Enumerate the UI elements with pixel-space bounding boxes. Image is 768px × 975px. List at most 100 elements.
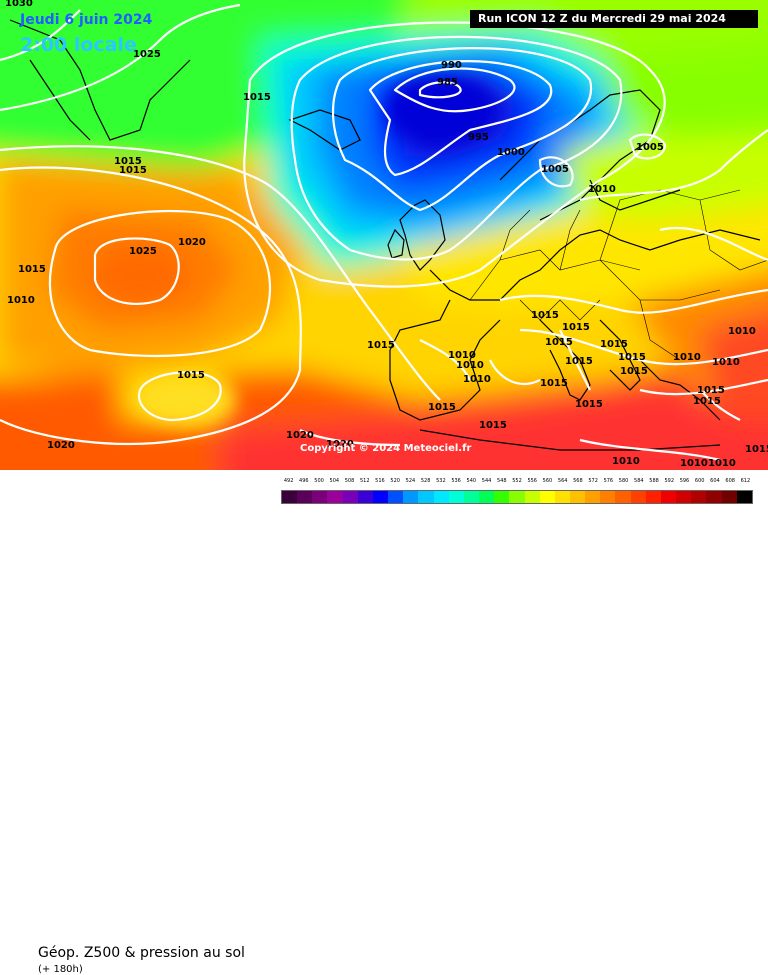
- isobar-label: 1010: [712, 357, 740, 368]
- scale-swatch: [418, 491, 434, 503]
- z500-color-field: [0, 0, 768, 470]
- isobar-label: 1015: [565, 356, 593, 367]
- isobar-label: 1020: [286, 430, 314, 441]
- scale-label: 496: [299, 478, 309, 484]
- isobar-label: 1015: [620, 366, 648, 377]
- forecast-lead: (+ 180h): [38, 964, 83, 975]
- scale-swatch: [585, 491, 601, 503]
- isobar-label: 1015: [745, 444, 768, 455]
- scale-swatch: [554, 491, 570, 503]
- scale-label: 508: [344, 478, 355, 484]
- scale-label: 520: [390, 478, 400, 484]
- isobar-label: 1015: [428, 402, 456, 413]
- isobar-label: 1015: [697, 385, 725, 396]
- isobar-label: 1015: [618, 352, 646, 363]
- color-scale: 492 496 500 504 508 512 516 520 524 528 532 536 540 5…: [281, 478, 753, 506]
- isobar-label: 995: [468, 132, 489, 143]
- isobar-label: 990: [441, 60, 462, 71]
- scale-swatch: [600, 491, 616, 503]
- scale-swatch: [524, 491, 540, 503]
- scale-label: 536: [451, 478, 461, 484]
- scale-swatch: [721, 491, 737, 503]
- isobar-label: 1010: [728, 326, 756, 337]
- scale-swatch: [372, 491, 389, 503]
- scale-label: 608: [725, 478, 735, 484]
- forecast-time: 2:00 locale: [20, 34, 137, 56]
- isobar-label: 1005: [541, 164, 569, 175]
- scale-swatch: [660, 491, 677, 503]
- scale-swatch: [539, 491, 555, 503]
- scale-label: 584: [634, 478, 644, 484]
- weather-map: 1030 1025 1015 1015 1015 990 985 995 100…: [0, 0, 768, 470]
- scale-label: 512: [359, 478, 370, 484]
- color-scale-labels: 492 496 500 504 508 512 516 520 524 528 532 536 540 5…: [281, 478, 753, 488]
- color-scale-bar: [281, 490, 753, 504]
- scale-label: 524: [405, 478, 416, 484]
- isobar-label: 1015: [114, 156, 142, 167]
- isobar-label: 1010: [708, 458, 736, 469]
- isobar-label: 1025: [133, 49, 161, 60]
- isobar-label: 1015: [575, 399, 603, 410]
- isobar-label: 1015: [545, 337, 573, 348]
- forecast-date: Jeudi 6 juin 2024: [20, 12, 153, 28]
- scale-label: 604: [710, 478, 720, 484]
- isobar-label: 1010: [463, 374, 491, 385]
- scale-swatch: [676, 491, 692, 503]
- scale-label: 552: [512, 478, 522, 484]
- scale-swatch: [312, 491, 328, 503]
- scale-label: 580: [618, 478, 629, 484]
- isobar-label: 1015: [479, 420, 507, 431]
- isobar-label: 1010: [456, 360, 484, 371]
- scale-swatch: [736, 491, 752, 503]
- scale-label: 492: [283, 478, 294, 484]
- isobar-label: 1010: [612, 456, 640, 467]
- isobar-label: 1020: [326, 439, 354, 450]
- isobar-label: 1015: [367, 340, 395, 351]
- scale-label: 600: [694, 478, 705, 484]
- isobar-label: 1015: [531, 310, 559, 321]
- isobar-label: 1020: [178, 237, 206, 248]
- isobar-label: 1015: [600, 339, 628, 350]
- scale-label: 592: [664, 478, 675, 484]
- isobar-label: 1010: [673, 352, 701, 363]
- scale-label: 504: [329, 478, 340, 484]
- scale-label: 500: [314, 478, 324, 484]
- scale-label: 576: [603, 478, 614, 484]
- scale-swatch: [342, 491, 358, 503]
- scale-swatch: [509, 491, 525, 503]
- scale-swatch: [357, 491, 373, 503]
- isobar-label: 1015: [18, 264, 46, 275]
- geopotential-field: 1030 1025 1015 1015 1015 990 985 995 100…: [0, 0, 768, 470]
- copyright-notice: Copyright © 2024 Meteociel.fr: [300, 443, 472, 454]
- scale-label: 532: [436, 478, 446, 484]
- scale-swatch: [706, 491, 722, 503]
- scale-label: 596: [679, 478, 690, 484]
- scale-label: 540: [466, 478, 477, 484]
- isobar-label: 1020: [47, 440, 75, 451]
- scale-swatch: [479, 491, 495, 503]
- scale-label: 560: [542, 478, 553, 484]
- scale-label: 564: [557, 478, 568, 484]
- scale-swatch: [463, 491, 480, 503]
- scale-swatch: [691, 491, 707, 503]
- isobar-label: 1015: [540, 378, 568, 389]
- isobar-label: 985: [437, 77, 458, 88]
- isobar-label: 1015: [243, 92, 271, 103]
- scale-swatch: [433, 491, 449, 503]
- scale-label: 572: [588, 478, 598, 484]
- scale-swatch: [282, 491, 298, 503]
- isobar-label: 1015: [177, 370, 205, 381]
- scale-swatch: [448, 491, 464, 503]
- isobar-label: 1015: [562, 322, 590, 333]
- isobar-label: 1015: [693, 396, 721, 407]
- isobar-label: 1010: [680, 458, 708, 469]
- model-run-banner: Run ICON 12 Z du Mercredi 29 mai 2024: [470, 10, 758, 28]
- scale-label: 556: [527, 478, 537, 484]
- isobar-label: 1010: [588, 184, 616, 195]
- scale-swatch: [494, 491, 510, 503]
- scale-label: 516: [375, 478, 385, 484]
- isobar-label: 1025: [129, 246, 157, 257]
- scale-label: 568: [573, 478, 583, 484]
- country-borders: [469, 189, 768, 361]
- coastlines: [9, 19, 761, 451]
